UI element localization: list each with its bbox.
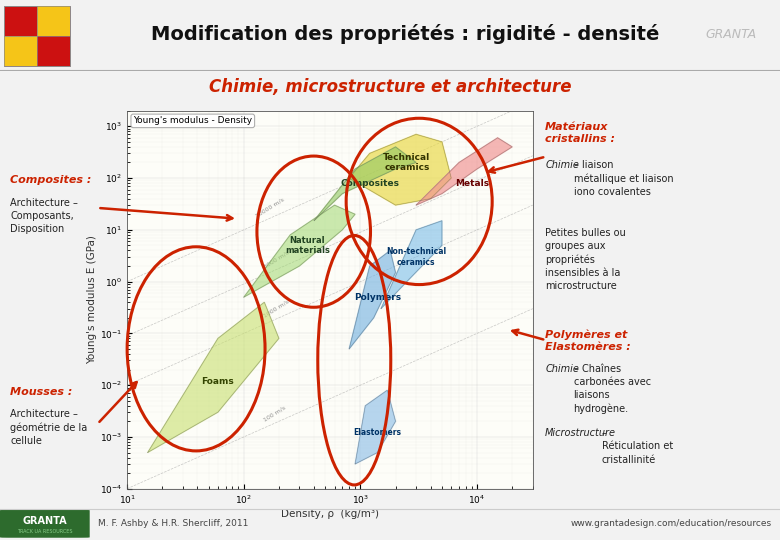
Text: TRACK UA RESOURCES: TRACK UA RESOURCES [16, 529, 73, 535]
Text: Composites: Composites [340, 179, 399, 187]
Polygon shape [355, 390, 395, 464]
Text: Petites bulles ou
groupes aux
propriétés
insensibles à la
microstructure: Petites bulles ou groupes aux propriétés… [545, 228, 626, 292]
Text: M. F. Ashby & H.R. Shercliff, 2011: M. F. Ashby & H.R. Shercliff, 2011 [98, 519, 248, 528]
Text: Metals: Metals [455, 179, 489, 187]
Text: Polymères et
Elastomères :: Polymères et Elastomères : [545, 330, 631, 352]
Text: Matériaux
cristallins :: Matériaux cristallins : [545, 122, 615, 144]
Text: Natural
materials: Natural materials [285, 236, 330, 255]
Text: Composites :: Composites : [10, 175, 91, 185]
FancyBboxPatch shape [0, 510, 90, 538]
Text: 10000 m/s: 10000 m/s [254, 197, 285, 219]
Polygon shape [244, 205, 355, 297]
Y-axis label: Young's modulus E (GPa): Young's modulus E (GPa) [87, 235, 97, 364]
Text: 1000 m/s: 1000 m/s [263, 299, 290, 319]
Text: – Chaînes
carbonées avec
liaisons
hydrogène.: – Chaînes carbonées avec liaisons hydrog… [573, 364, 651, 414]
Text: 3000 m/s: 3000 m/s [263, 249, 290, 269]
Text: Modification des propriétés : rigidité - densité: Modification des propriétés : rigidité -… [151, 24, 660, 44]
Polygon shape [349, 134, 451, 205]
Text: Chimie, microstructure et architecture: Chimie, microstructure et architecture [209, 78, 571, 96]
Text: Chimie: Chimie [545, 364, 579, 374]
Text: Non-technical
ceramics: Non-technical ceramics [386, 247, 446, 267]
Text: – liaison
métallique et liaison
iono covalentes: – liaison métallique et liaison iono cov… [573, 160, 673, 197]
Text: Architecture –
Composants,
Disposition: Architecture – Composants, Disposition [10, 198, 78, 234]
Text: Architecture –
géométrie de la
cellule: Architecture – géométrie de la cellule [10, 409, 87, 447]
Text: Microstructure: Microstructure [545, 428, 616, 438]
Text: GRANTA: GRANTA [22, 516, 67, 525]
Polygon shape [37, 6, 70, 36]
Text: Technical
ceramics: Technical ceramics [383, 153, 431, 172]
Text: GRANTA: GRANTA [705, 28, 757, 40]
Text: Young's modulus - Density: Young's modulus - Density [133, 117, 253, 125]
Text: 100 m/s: 100 m/s [263, 404, 287, 422]
Text: Polymers: Polymers [354, 293, 401, 302]
Polygon shape [147, 302, 279, 453]
Text: www.grantadesign.com/education/resources: www.grantadesign.com/education/resources [571, 519, 772, 528]
X-axis label: Density, ρ  (kg/m³): Density, ρ (kg/m³) [281, 509, 379, 519]
Polygon shape [416, 138, 512, 205]
Text: Elastomers: Elastomers [353, 428, 402, 437]
Text: –
Réticulation et
cristallinité: – Réticulation et cristallinité [602, 428, 673, 464]
Polygon shape [314, 147, 416, 221]
Polygon shape [381, 221, 442, 309]
Text: Foams: Foams [201, 376, 234, 386]
Text: Mousses :: Mousses : [10, 387, 73, 397]
Text: Chimie: Chimie [545, 160, 579, 170]
FancyBboxPatch shape [4, 6, 70, 65]
Polygon shape [349, 251, 395, 349]
Polygon shape [4, 36, 37, 65]
